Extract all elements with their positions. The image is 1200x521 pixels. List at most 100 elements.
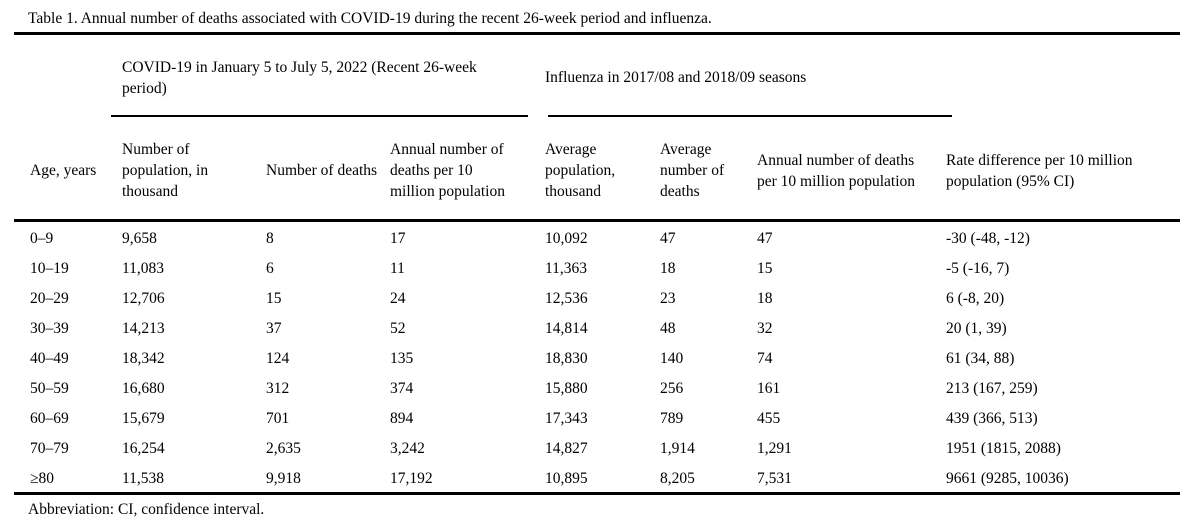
column-header-flu-population: Average population, thousand: [545, 141, 616, 200]
table-body: 0–9 9,658 8 17 10,092 47 47 -30 (-48, -12) 10–19…: [30, 224, 1196, 494]
table-cell: 3,242: [390, 440, 425, 457]
covid-spanner-label: COVID-19 in January 5 to July 5, 2022 (R…: [122, 59, 477, 97]
table-cell: 8,205: [660, 470, 695, 487]
table-cell: 52: [390, 320, 406, 337]
table-row: ≥80 11,538 9,918 17,192 10,895 8,205 7,531 9661…: [30, 464, 1196, 494]
table-cell: 2,635: [266, 440, 301, 457]
table-cell: 894: [390, 410, 414, 427]
row-age-label: 40–49: [30, 350, 69, 367]
table-cell: 47: [757, 230, 773, 247]
table-cell: 15,679: [122, 410, 165, 427]
column-header-row: Age, years Number of population, in thou…: [0, 137, 1200, 204]
row-age-label: 60–69: [30, 410, 69, 427]
table-cell: 6 (-8, 20): [946, 290, 1005, 307]
table-cell: 18,830: [545, 350, 588, 367]
table-cell: 8: [266, 230, 274, 247]
table-cell: 14,814: [545, 320, 588, 337]
table-cell: 17: [390, 230, 406, 247]
table-row: 0–9 9,658 8 17 10,092 47 47 -30 (-48, -12): [30, 224, 1196, 254]
table-cell: 24: [390, 290, 406, 307]
table-cell: 9,918: [266, 470, 301, 487]
table-cell: 7,531: [757, 470, 792, 487]
table-cell: 74: [757, 350, 773, 367]
table-cell: 701: [266, 410, 290, 427]
table-cell: -5 (-16, 7): [946, 260, 1010, 277]
row-age-label: 20–29: [30, 290, 69, 307]
table-cell: 11,538: [122, 470, 165, 487]
column-header-covid-death-rate: Annual number of deaths per 10 million p…: [390, 141, 505, 200]
table-footnote: Abbreviation: CI, confidence interval.: [28, 501, 265, 518]
table-cell: 439 (366, 513): [946, 410, 1038, 427]
table-cell: 312: [266, 380, 290, 397]
table-cell: 32: [757, 320, 773, 337]
column-header-age: Age, years: [30, 162, 97, 179]
header-bottom-rule: [14, 219, 1180, 222]
table-cell: 161: [757, 380, 781, 397]
table-row: 50–59 16,680 312 374 15,880 256 161 213 (167, 2…: [30, 374, 1196, 404]
table-cell: 140: [660, 350, 684, 367]
table-cell: 10,895: [545, 470, 588, 487]
table-cell: 14,827: [545, 440, 588, 457]
row-age-label: 10–19: [30, 260, 69, 277]
table-cell: 47: [660, 230, 676, 247]
table-cell: 9661 (9285, 10036): [946, 470, 1069, 487]
table-cell: 12,536: [545, 290, 588, 307]
table-cell: 10,092: [545, 230, 588, 247]
table-cell: 1,291: [757, 440, 792, 457]
table-row: 20–29 12,706 15 24 12,536 23 18 6 (-8, 20): [30, 284, 1196, 314]
table-cell: 11,363: [545, 260, 588, 277]
table-cell: 15,880: [545, 380, 588, 397]
table-cell: 23: [660, 290, 676, 307]
table-cell: 9,658: [122, 230, 157, 247]
influenza-spanner-label: Influenza in 2017/08 and 2018/09 seasons: [545, 69, 807, 86]
covid-spanner-rule: [111, 115, 528, 118]
table-cell: 61 (34, 88): [946, 350, 1015, 367]
row-age-label: 30–39: [30, 320, 69, 337]
table-row: 60–69 15,679 701 894 17,343 789 455 439 (366, 5…: [30, 404, 1196, 434]
table-cell: 18: [660, 260, 676, 277]
table-cell: 374: [390, 380, 414, 397]
table-row: 70–79 16,254 2,635 3,242 14,827 1,914 1,291 195…: [30, 434, 1196, 464]
table-row: 30–39 14,213 37 52 14,814 48 32 20 (1, 39): [30, 314, 1196, 344]
influenza-spanner-rule: [548, 115, 952, 118]
table-cell: 16,680: [122, 380, 165, 397]
table-cell: 213 (167, 259): [946, 380, 1038, 397]
row-age-label: 50–59: [30, 380, 69, 397]
table-row: 40–49 18,342 124 135 18,830 140 74 61 (34, 88): [30, 344, 1196, 374]
table-cell: 124: [266, 350, 290, 367]
table-cell: 15: [266, 290, 282, 307]
table-cell: 16,254: [122, 440, 165, 457]
bottom-rule: [14, 492, 1180, 495]
row-age-label: 70–79: [30, 440, 69, 457]
table-cell: 18: [757, 290, 773, 307]
table-cell: -30 (-48, -12): [946, 230, 1030, 247]
column-header-flu-deaths: Average number of deaths: [660, 141, 725, 200]
table-cell: 789: [660, 410, 684, 427]
table-cell: 17,343: [545, 410, 588, 427]
table-cell: 256: [660, 380, 684, 397]
table-cell: 37: [266, 320, 282, 337]
table-caption: Table 1. Annual number of deaths associa…: [28, 10, 712, 27]
table-row: 10–19 11,083 6 11 11,363 18 15 -5 (-16, 7): [30, 254, 1196, 284]
table-cell: 11,083: [122, 260, 165, 277]
table-cell: 20 (1, 39): [946, 320, 1007, 337]
table-cell: 1951 (1815, 2088): [946, 440, 1061, 457]
table-cell: 12,706: [122, 290, 165, 307]
table-cell: 135: [390, 350, 414, 367]
column-header-covid-deaths: Number of deaths: [266, 162, 378, 179]
table-cell: 48: [660, 320, 676, 337]
column-header-covid-population: Number of population, in thousand: [122, 141, 209, 200]
table-cell: 11: [390, 260, 405, 277]
table-cell: 15: [757, 260, 773, 277]
row-age-label: 0–9: [30, 230, 54, 247]
table-cell: 1,914: [660, 440, 695, 457]
row-age-label: ≥80: [30, 470, 55, 487]
top-rule: [14, 32, 1180, 35]
table-cell: 455: [757, 410, 781, 427]
table-cell: 6: [266, 260, 274, 277]
table-cell: 14,213: [122, 320, 165, 337]
column-header-flu-death-rate: Annual number of deaths per 10 million p…: [757, 151, 915, 190]
table-cell: 18,342: [122, 350, 165, 367]
table-cell: 17,192: [390, 470, 433, 487]
